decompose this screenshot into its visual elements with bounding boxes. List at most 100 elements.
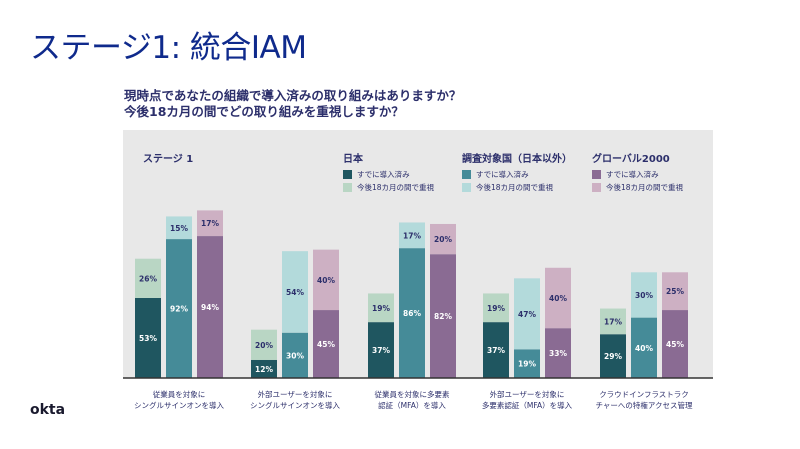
data-label: 47% [518, 310, 536, 319]
bar-implemented [600, 334, 626, 378]
bar-priority [545, 267, 571, 329]
category-label: 外部ユーザーを対象に [490, 389, 565, 399]
data-label: 92% [170, 305, 188, 314]
bar-implemented [631, 317, 657, 378]
legend-label: すでに導入済み [606, 170, 659, 179]
data-label: 94% [201, 303, 219, 312]
category-label: チャーへの特権アクセス管理 [595, 400, 693, 410]
data-label: 45% [666, 340, 684, 349]
data-label: 20% [255, 341, 273, 350]
bar-priority [313, 249, 339, 311]
legend-label: 今後18カ月の間で重視 [357, 183, 435, 192]
bar-priority [483, 293, 509, 323]
data-label: 40% [549, 294, 567, 303]
bar-implemented [368, 322, 394, 378]
legend-label: 今後18カ月の間で重視 [476, 183, 554, 192]
bar-priority [135, 258, 161, 298]
legend-item: 今後18カ月の間で重視 [462, 181, 572, 194]
data-label: 30% [635, 291, 653, 300]
data-label: 20% [434, 235, 452, 244]
category-label: シングルサインオンを導入 [250, 400, 340, 410]
legend-swatch [592, 183, 601, 192]
page-title: ステージ1: 統合IAM [30, 30, 307, 66]
bar-priority [399, 222, 425, 249]
bar-implemented [166, 239, 192, 378]
bar-implemented [282, 332, 308, 378]
bar-implemented [197, 236, 223, 378]
data-label: 54% [286, 288, 304, 297]
legend-item: すでに導入済み [462, 168, 572, 181]
data-label: 19% [372, 304, 390, 313]
legend-label: 今後18カ月の間で重視 [606, 183, 684, 192]
legend-item: すでに導入済み [592, 168, 683, 181]
bar-priority [600, 308, 626, 335]
legend-label: すでに導入済み [476, 170, 529, 179]
bar-priority [514, 278, 540, 350]
legend-swatch [343, 183, 352, 192]
data-label: 40% [317, 276, 335, 285]
data-label: 26% [139, 274, 157, 283]
bar-implemented [483, 322, 509, 378]
legend-title: 調査対象国（日本以外） [462, 154, 572, 165]
category-label: シングルサインオンを導入 [134, 400, 224, 410]
data-label: 82% [434, 312, 452, 321]
question-line-1: 現時点であなたの組織で導入済みの取り組みはありますか？ [124, 88, 462, 103]
legend-swatch [462, 170, 471, 179]
bar-priority [631, 272, 657, 318]
legend-item: 今後18カ月の間で重視 [592, 181, 683, 194]
bar-implemented [430, 254, 456, 378]
bar-implemented [251, 359, 277, 378]
legend-group: グローバル2000 すでに導入済み今後18カ月の間で重視 [592, 150, 683, 194]
legend-swatch [592, 170, 601, 179]
bar-implemented [514, 349, 540, 378]
bar-implemented [135, 297, 161, 378]
bar-priority [430, 223, 456, 255]
category-label: クラウドインフラストラク [599, 390, 689, 399]
category-label: 多要素認証（MFA）を導入 [482, 400, 573, 410]
data-label: 19% [518, 360, 536, 369]
question-line-2: 今後18カ月の間でどの取り組みを重視しますか？ [124, 104, 404, 119]
bar-implemented [399, 248, 425, 378]
bar-priority [662, 272, 688, 311]
data-label: 29% [604, 352, 622, 361]
data-label: 45% [317, 340, 335, 349]
data-label: 15% [170, 224, 188, 233]
category-label: 認証（MFA）を導入 [378, 400, 446, 410]
bar-priority [282, 251, 308, 333]
data-label: 53% [139, 334, 157, 343]
data-label: 86% [403, 309, 421, 318]
category-label: 外部ユーザーを対象に [258, 389, 333, 399]
data-label: 40% [635, 344, 653, 353]
legend-item: すでに導入済み [343, 168, 434, 181]
okta-logo: okta [30, 402, 66, 418]
legend-swatch [343, 170, 352, 179]
legend-group: 日本すでに導入済み今後18カ月の間で重視 [343, 150, 434, 194]
legend-swatch [462, 183, 471, 192]
legend-item: 今後18カ月の間で重視 [343, 181, 434, 194]
chart-title: ステージ 1 [143, 154, 194, 165]
data-label: 17% [604, 317, 622, 326]
legend-title: 日本 [343, 154, 363, 165]
data-label: 30% [286, 351, 304, 360]
legend-label: すでに導入済み [357, 170, 410, 179]
bar-implemented [662, 310, 688, 378]
survey-question: 現時点であなたの組織で導入済みの取り組みはありますか？ 今後18カ月の間でどの取… [124, 88, 461, 120]
data-label: 37% [372, 346, 390, 355]
category-label: 従業員を対象に [153, 389, 206, 399]
data-label: 12% [255, 365, 273, 374]
data-label: 17% [201, 219, 219, 228]
legend-title: グローバル2000 [592, 154, 670, 165]
data-label: 37% [487, 346, 505, 355]
data-label: 25% [666, 287, 684, 296]
bar-priority [197, 210, 223, 237]
data-label: 19% [487, 304, 505, 313]
legend-group: 調査対象国（日本以外） すでに導入済み今後18カ月の間で重視 [462, 150, 572, 194]
bar-priority [368, 293, 394, 323]
data-label: 33% [549, 349, 567, 358]
bar-priority [251, 329, 277, 360]
category-label: 従業員を対象に多要素 [375, 389, 450, 399]
bar-implemented [313, 310, 339, 378]
bar-implemented [545, 328, 571, 378]
bar-priority [166, 216, 192, 240]
